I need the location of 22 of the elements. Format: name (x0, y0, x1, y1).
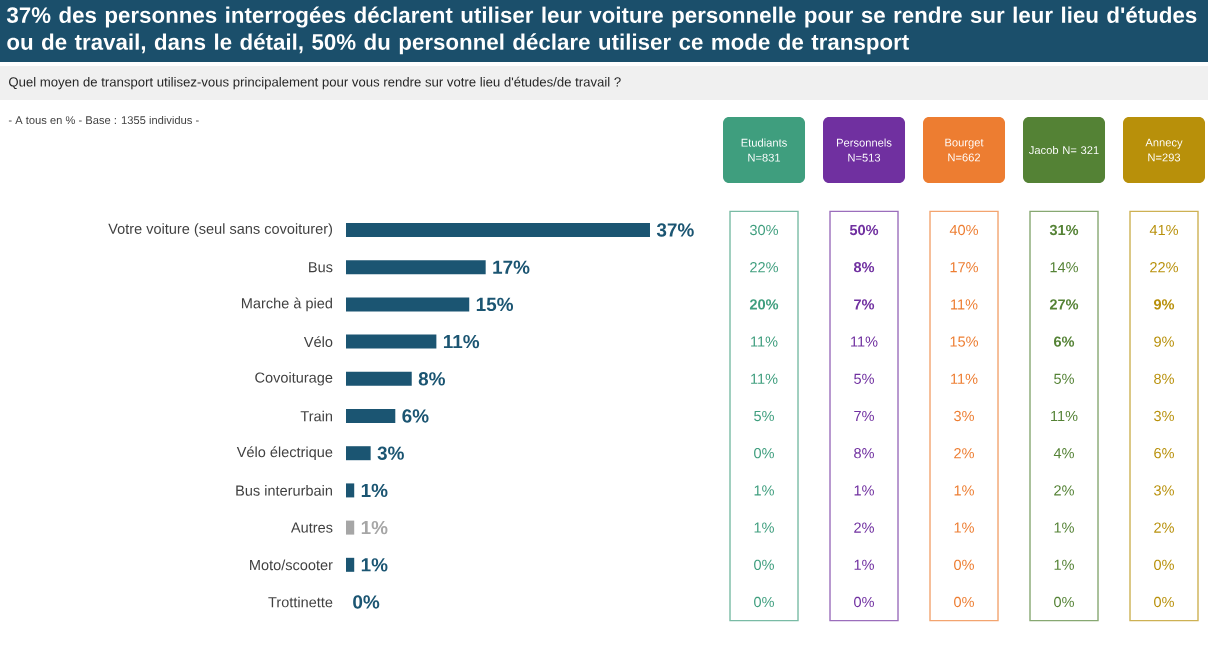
data-label: 6% (402, 409, 429, 423)
chart-title: 37% des personnes interrogées déclarent utiliser leur voiture personnelle pour se rendre sur leur lieu d'études ou de travail, dans le détail, 50% du personnel déclare utiliser ce mode de transport (6, 6, 1197, 55)
bar (346, 520, 355, 535)
bar (346, 446, 371, 461)
data-label: 1% (361, 520, 388, 535)
data-label: 8% (418, 372, 445, 386)
bar (346, 297, 470, 312)
bar (346, 483, 355, 498)
data-label: 1% (361, 558, 388, 572)
data-label: 37% (656, 223, 694, 237)
data-label: 1% (361, 483, 388, 498)
bar (346, 557, 355, 572)
bar (346, 409, 396, 424)
data-label: 0% (353, 595, 380, 609)
data-label: 15% (476, 297, 514, 312)
bar (346, 334, 437, 349)
data-label: 17% (493, 260, 530, 274)
data-label: 11% (443, 334, 480, 349)
bar (346, 223, 650, 238)
data-label: 3% (377, 446, 404, 460)
bar (346, 371, 412, 386)
bar (346, 260, 486, 275)
